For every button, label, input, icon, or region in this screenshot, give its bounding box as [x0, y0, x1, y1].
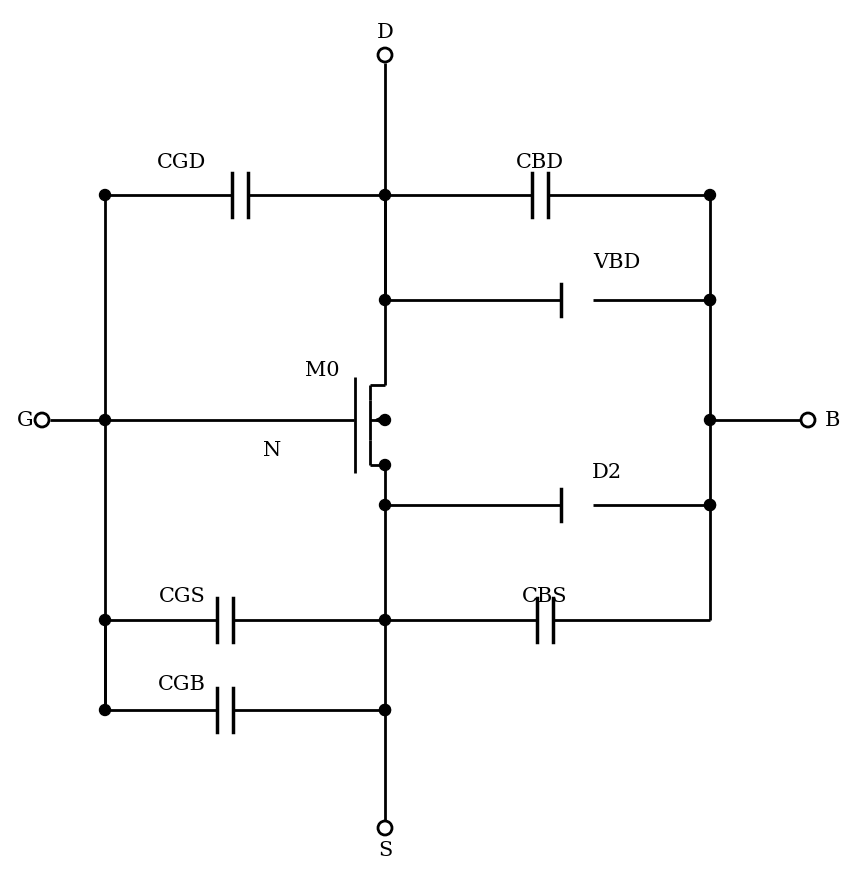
Text: B: B: [824, 411, 839, 429]
Circle shape: [704, 294, 715, 306]
Text: M0: M0: [305, 361, 339, 379]
Circle shape: [380, 294, 391, 306]
Text: G: G: [16, 411, 34, 429]
Circle shape: [380, 414, 391, 426]
Circle shape: [380, 614, 391, 625]
Circle shape: [100, 614, 110, 625]
Text: CGS: CGS: [158, 587, 206, 605]
Text: S: S: [378, 840, 392, 859]
Circle shape: [100, 189, 110, 201]
Text: D2: D2: [592, 463, 622, 482]
Circle shape: [380, 189, 391, 201]
Text: CBS: CBS: [523, 587, 567, 605]
Circle shape: [704, 499, 715, 511]
Text: N: N: [263, 441, 282, 460]
Text: CGD: CGD: [158, 153, 207, 173]
Circle shape: [380, 704, 391, 716]
Circle shape: [100, 414, 110, 426]
Text: CGB: CGB: [158, 675, 206, 695]
Circle shape: [704, 294, 715, 306]
Text: CBD: CBD: [516, 153, 564, 173]
Circle shape: [704, 499, 715, 511]
Circle shape: [100, 704, 110, 716]
Circle shape: [704, 414, 715, 426]
Circle shape: [380, 460, 391, 470]
Text: D: D: [376, 23, 393, 41]
Circle shape: [380, 499, 391, 511]
Circle shape: [380, 704, 391, 716]
Circle shape: [704, 189, 715, 201]
Text: VBD: VBD: [593, 252, 641, 272]
